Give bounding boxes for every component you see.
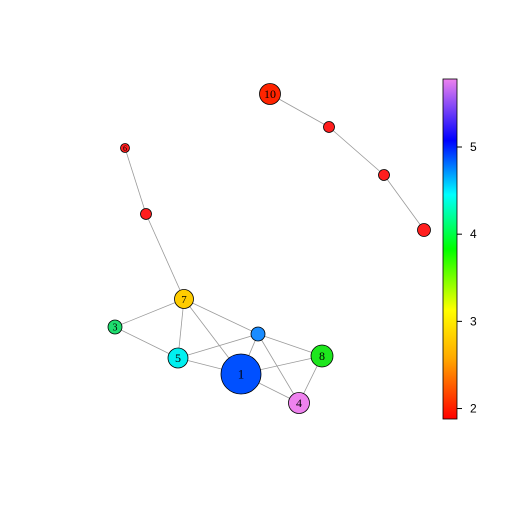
node-circle [323, 121, 335, 133]
node-nB [378, 169, 390, 181]
node-label: 1 [238, 367, 245, 382]
colorbar: 2 3 4 5 [442, 78, 477, 420]
node-circle [120, 143, 130, 153]
node-n8: 8 [310, 344, 334, 368]
node-circle [174, 289, 194, 309]
edge-n6-nD [124, 147, 147, 215]
edge-n7-nE [183, 298, 259, 335]
node-circle [259, 83, 281, 105]
edge-n3-n5 [114, 326, 179, 359]
node-nA [323, 121, 335, 133]
node-circle [140, 208, 152, 220]
edge-n7-n3 [114, 298, 185, 328]
edge-nA-nB [328, 126, 385, 176]
node-circle [310, 344, 334, 368]
edges-layer [114, 93, 425, 404]
node-n1: 1 [220, 353, 262, 395]
colorbar-ticks: 2 3 4 5 [457, 140, 477, 416]
edge-n5-nE [177, 333, 259, 359]
colorbar-tick-label: 5 [470, 140, 477, 154]
node-label: 3 [113, 323, 118, 334]
node-label: 6 [123, 144, 127, 153]
node-circle [417, 223, 431, 237]
node-n7: 7 [174, 289, 194, 309]
node-circle [220, 353, 262, 395]
node-circle [167, 347, 189, 369]
edge-nE-n4 [257, 333, 300, 404]
node-label: 10 [264, 87, 276, 101]
colorbar-tick-label: 3 [470, 314, 477, 328]
node-label: 4 [296, 396, 302, 410]
node-circle [107, 319, 123, 335]
edge-nB-nC [383, 174, 425, 231]
node-label: 5 [175, 351, 181, 365]
edge-nD-n7 [145, 213, 185, 300]
node-circle [250, 326, 266, 342]
node-n6: 6 [120, 143, 130, 153]
node-n5: 5 [167, 347, 189, 369]
colorbar-tick-label: 4 [470, 227, 477, 241]
node-label: 8 [319, 349, 325, 363]
nodes-layer: 10 6 7 3 5 8 1 4 [107, 83, 431, 414]
colorbar-tick-label: 2 [470, 402, 477, 416]
node-label: 7 [181, 294, 187, 306]
node-n3: 3 [107, 319, 123, 335]
node-n4: 4 [288, 392, 310, 414]
colorbar-gradient [442, 78, 458, 420]
node-nC [417, 223, 431, 237]
node-n10: 10 [259, 83, 281, 105]
node-circle [378, 169, 390, 181]
node-nD [140, 208, 152, 220]
node-nE [250, 326, 266, 342]
node-circle [288, 392, 310, 414]
edge-n10-nA [269, 93, 330, 128]
